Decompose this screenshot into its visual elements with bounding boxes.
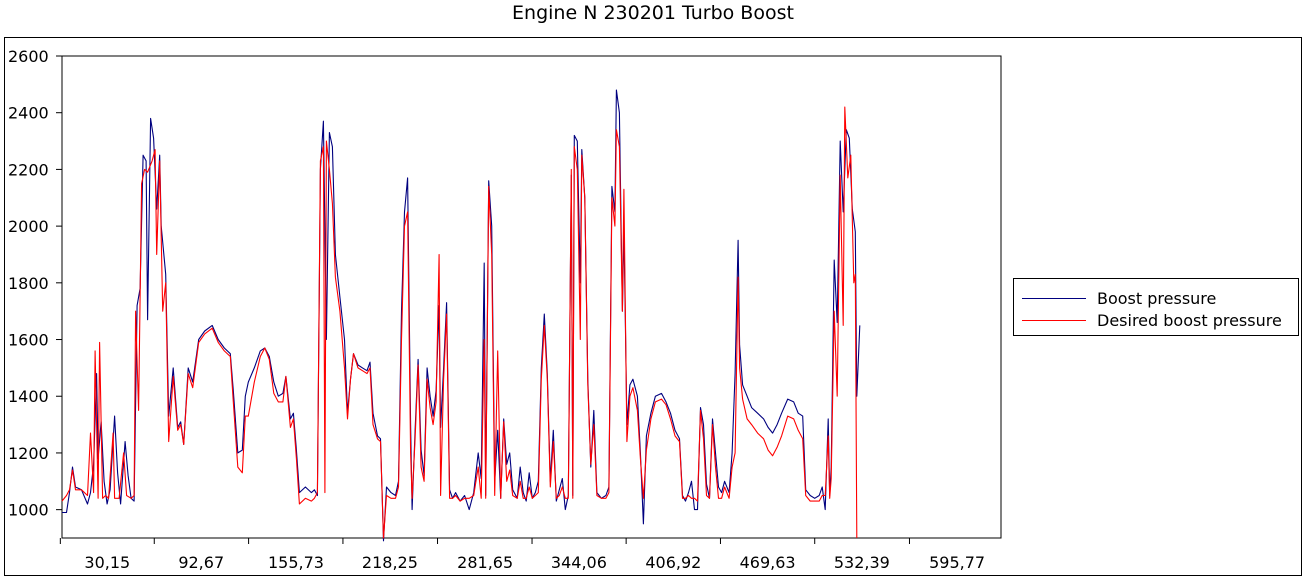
chart-frame	[4, 37, 1302, 576]
x-tick-label-7: 469,63	[740, 553, 796, 572]
x-tick-label-5: 344,06	[551, 553, 607, 572]
legend-swatch-boost-pressure	[1022, 297, 1086, 299]
x-tick-label-2: 155,73	[268, 553, 324, 572]
x-tick-label-3: 218,25	[362, 553, 418, 572]
series-line-boost-pressure	[62, 89, 861, 542]
y-tick-label-2000: 2000	[8, 217, 49, 236]
y-tick-label-1200: 1200	[8, 444, 49, 463]
x-axis: 30,15 92,67 155,73 218,25 281,65 344,06 406,92…	[59, 538, 985, 572]
x-tick-label-4: 281,65	[457, 553, 513, 572]
x-tick-label-0: 30,15	[84, 553, 130, 572]
y-tick-label-2600: 2600	[8, 47, 49, 66]
x-tick-label-9: 595,77	[929, 553, 985, 572]
legend: Boost pressure Desired boost pressure	[1013, 278, 1299, 336]
y-tick-label-1800: 1800	[8, 274, 49, 293]
x-tick-label-6: 406,92	[645, 553, 701, 572]
chart-title: Engine N 230201 Turbo Boost	[512, 2, 794, 24]
x-tick-label-8: 532,39	[834, 553, 890, 572]
series-line-desired-boost-pressure	[61, 106, 858, 539]
y-tick-label-2400: 2400	[8, 104, 49, 123]
legend-item-boost-pressure: Boost pressure	[1022, 287, 1216, 309]
series-layer	[61, 89, 861, 542]
y-tick-label-1400: 1400	[8, 387, 49, 406]
y-axis: 1000 1200 1400 1600 1800 2000 2200 2400 2600	[8, 47, 62, 520]
legend-item-desired-boost-pressure: Desired boost pressure	[1022, 309, 1282, 331]
x-tick-label-1: 92,67	[178, 553, 224, 572]
legend-label-desired-boost-pressure: Desired boost pressure	[1097, 310, 1282, 330]
legend-label-boost-pressure: Boost pressure	[1097, 288, 1217, 308]
y-tick-label-1600: 1600	[8, 331, 49, 350]
y-tick-label-2200: 2200	[8, 160, 49, 179]
plot-area	[61, 55, 1002, 539]
legend-swatch-desired-boost-pressure	[1022, 319, 1086, 321]
y-tick-label-1000: 1000	[8, 501, 49, 520]
